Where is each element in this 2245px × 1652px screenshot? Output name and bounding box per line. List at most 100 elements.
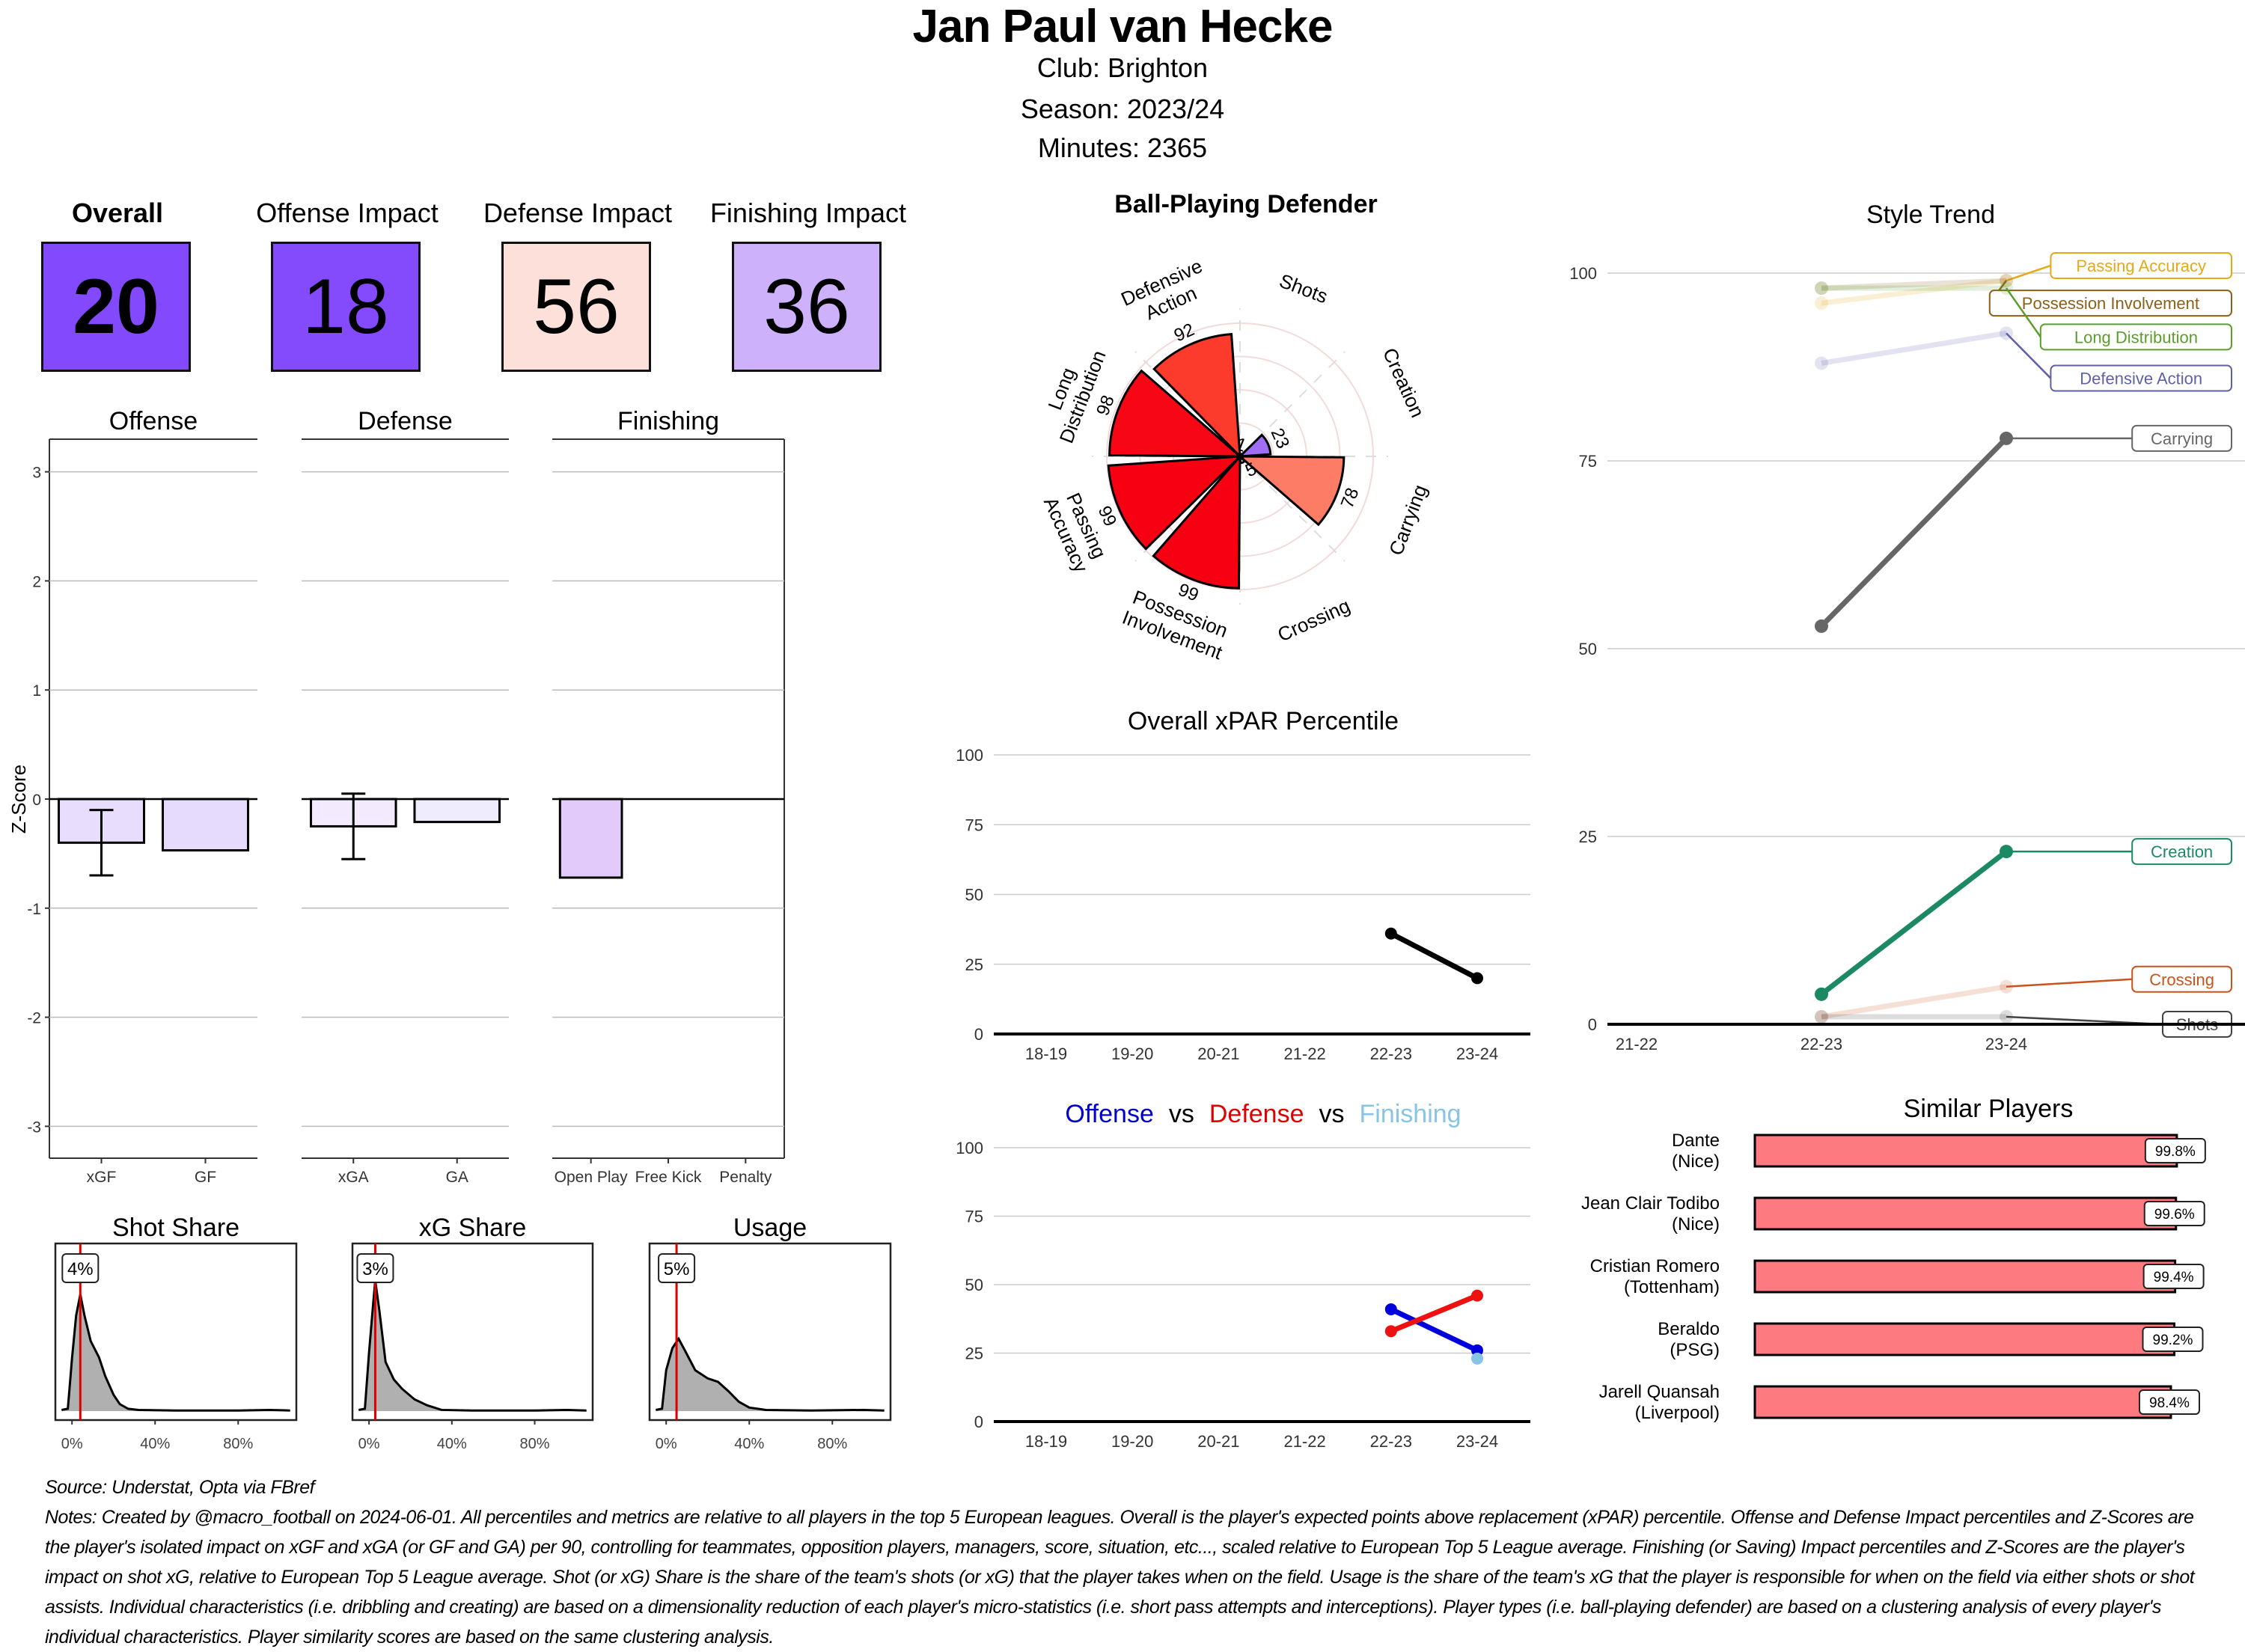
x-tick-label: 21-22: [1283, 1044, 1325, 1063]
label-leader-line: [2006, 264, 2051, 282]
zscore-panel: Defense xGA GA: [302, 407, 509, 1186]
series-label: Defensive Action: [2080, 370, 2202, 388]
y-tick-label: -1: [27, 901, 41, 918]
bar: [558, 798, 623, 879]
x-tick-label: 23-24: [1985, 1035, 2027, 1053]
series-line: [1819, 849, 2009, 997]
zscore-panel: Offense xGF GF: [49, 407, 257, 1186]
y-axis-label: Z-Score: [7, 765, 30, 833]
share-panel: xG Share 3% 0% 40% 80%: [351, 1214, 594, 1452]
x-tick-label: 20-21: [1197, 1432, 1239, 1451]
similarity-bar: [1753, 1134, 2178, 1168]
label-leader-line: [2006, 332, 2052, 379]
x-tick-label: 80%: [817, 1436, 847, 1452]
x-tick-label: 40%: [437, 1436, 467, 1452]
series-line: [1821, 278, 2007, 306]
wedge-value-label: 78: [1337, 485, 1363, 511]
series-label-box: [2050, 364, 2232, 392]
panel-frame: [54, 1242, 298, 1422]
series-label-box: [2131, 965, 2232, 993]
marker-label: 4%: [67, 1259, 94, 1279]
x-tick-label: 19-20: [1111, 1432, 1153, 1451]
player-name-label: (Nice): [1672, 1151, 1720, 1172]
similarity-label-box: [2143, 1201, 2205, 1226]
y-tick-label: 25: [965, 955, 983, 974]
x-tick-label: 40%: [140, 1436, 170, 1452]
panel-frame: [648, 1242, 892, 1422]
series-point: [1471, 1352, 1483, 1365]
x-tick-label: 23-24: [1456, 1432, 1498, 1451]
series-point: [1384, 927, 1397, 940]
similarity-value-label: 99.8%: [2155, 1144, 2196, 1160]
series-point: [1815, 296, 1828, 310]
y-tick-label: 0: [1588, 1015, 1597, 1034]
title-part: Offense: [1065, 1100, 1153, 1128]
notes-line-4: assists. Individual characteristics (i.e…: [45, 1597, 2161, 1618]
notes-line-2: the player's isolated impact on xGF and …: [45, 1537, 2185, 1558]
x-tick-label: GA: [446, 1169, 468, 1186]
density-line: [358, 1280, 587, 1412]
series-point: [1815, 281, 1828, 296]
center-dot: [1236, 453, 1244, 460]
x-tick-label: 0%: [61, 1436, 83, 1452]
y-tick-label: 2: [32, 573, 41, 590]
wedge: [1152, 333, 1241, 459]
series-label-box: [1988, 290, 2233, 317]
series-point: [1471, 1289, 1483, 1302]
odf-chart: 0 25 50 75 100 18-19 19-20 20-21 21-22 22-23 23-24…: [956, 1100, 1530, 1451]
similar-players-chart: Similar Players99.8%Dante(Nice)99.6%Jean…: [1581, 1095, 2206, 1423]
x-tick-label: 18-19: [1025, 1432, 1067, 1451]
y-tick-label: 0: [974, 1413, 983, 1431]
notes-line-1: Notes: Created by @macro_football on 202…: [45, 1507, 2194, 1528]
panel-title: xG Share: [419, 1214, 527, 1242]
label-leader-line: [2005, 287, 2041, 338]
series-line: [1390, 1293, 1479, 1334]
player-name-label: Jean Clair Todibo: [1581, 1193, 1720, 1214]
title-part: vs: [1169, 1100, 1194, 1128]
kpi-label: Overall: [71, 198, 164, 228]
x-tick-label: 0%: [358, 1436, 380, 1452]
player-name: Jan Paul van Hecke: [912, 1, 1334, 52]
series-point: [1815, 281, 1828, 296]
density-area: [358, 1280, 587, 1411]
density-area: [61, 1294, 290, 1411]
y-tick-label: 100: [956, 746, 983, 765]
series-point: [1815, 1009, 1828, 1024]
series-label: Crossing: [2149, 970, 2214, 989]
share-panel: Usage 5% 0% 40% 80%: [648, 1214, 892, 1452]
panel-title: Finishing: [617, 407, 719, 435]
marker-label-box: [356, 1253, 394, 1283]
series-point: [1471, 1344, 1483, 1356]
y-tick-label: 0: [32, 792, 41, 809]
kpi-value-box: 18: [271, 242, 421, 372]
x-tick-label: 22-23: [1370, 1432, 1412, 1451]
y-tick-label: 25: [1579, 827, 1597, 846]
wedge: [1152, 453, 1241, 590]
wedge: [1108, 369, 1244, 458]
x-tick-label: 21-22: [1616, 1035, 1658, 1053]
y-tick-label: 100: [1569, 264, 1597, 283]
category-label-group: Creation: [1378, 344, 1429, 420]
x-tick-label: 21-22: [1283, 1432, 1325, 1451]
series-point: [1384, 1303, 1397, 1315]
player-name-label: Beraldo: [1658, 1319, 1720, 1339]
x-tick-label: 80%: [520, 1436, 550, 1452]
series-label: Possession Involvement: [2022, 294, 2199, 313]
category-label: Creation: [1378, 344, 1429, 420]
title-part: Finishing: [1360, 1100, 1461, 1128]
density-area: [656, 1339, 885, 1411]
title-part: vs: [1319, 1100, 1345, 1128]
series-line: [1821, 984, 2007, 1020]
wedge-value-label: 98: [1093, 393, 1119, 419]
season-label: Season: 2023/24: [1020, 94, 1225, 124]
series-label-box: [2131, 838, 2232, 866]
similarity-label-box: [2144, 1138, 2206, 1163]
minutes-label: Minutes: 2365: [1037, 132, 1208, 163]
marker-label-box: [61, 1253, 100, 1283]
y-tick-label: -2: [27, 1010, 41, 1027]
dashboard-charts: 3 2 1 0 -1 -2 -3 Z-Score Offense xGF GF Defense xGA G…: [7, 190, 2245, 1452]
similarity-label-box: [2142, 1264, 2205, 1289]
